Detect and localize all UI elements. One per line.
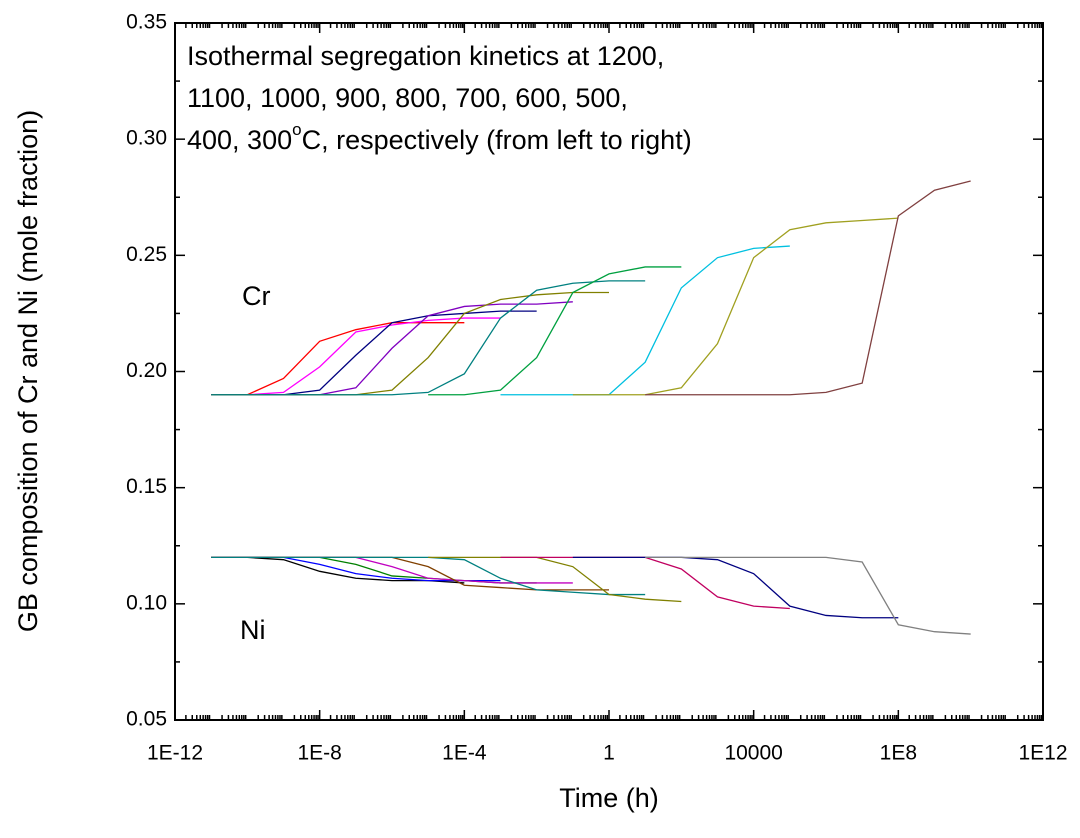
- annotation-part: 400, 300: [187, 125, 292, 155]
- series-label: Cr: [242, 281, 271, 311]
- data-line: [211, 301, 573, 396]
- y-axis-title: GB composition of Cr and Ni (mole fracti…: [13, 110, 43, 632]
- data-line: [211, 556, 609, 591]
- y-tick-label: 0.20: [126, 359, 167, 382]
- x-tick-label: 1E-4: [442, 742, 487, 765]
- series-label: Ni: [240, 615, 266, 645]
- data-line: [572, 556, 899, 619]
- y-tick-label: 0.15: [126, 475, 167, 498]
- annotation-superscript: o: [292, 120, 301, 139]
- annotation-part: C, respectively (from left to right): [302, 125, 692, 155]
- data-line: [211, 556, 573, 584]
- y-tick-label: 0.25: [126, 243, 167, 266]
- data-line: [211, 322, 465, 396]
- y-tick-label: 0.05: [126, 708, 167, 731]
- data-line: [428, 556, 682, 603]
- data-line: [211, 280, 646, 396]
- annotation: 1100, 1000, 900, 800, 700, 600, 500,: [187, 83, 628, 113]
- x-tick-label: 1E8: [880, 742, 917, 765]
- x-tick-label: 10000: [724, 742, 782, 765]
- data-line: [645, 180, 971, 396]
- data-line: [211, 317, 501, 396]
- y-tick-label: 0.35: [126, 11, 167, 34]
- data-line: [500, 245, 790, 396]
- x-tick-label: 1E12: [1018, 742, 1067, 765]
- annotation: Isothermal segregation kinetics at 1200,: [187, 41, 664, 71]
- x-tick-label: 1E-8: [297, 742, 341, 765]
- annotation: 400, 300oC, respectively (from left to r…: [187, 120, 692, 155]
- data-line: [572, 217, 899, 396]
- x-axis-title: Time (h): [559, 783, 659, 813]
- y-tick-label: 0.10: [126, 591, 167, 614]
- data-line: [645, 556, 971, 635]
- y-tick-label: 0.30: [126, 127, 167, 150]
- x-tick-label: 1E-12: [147, 742, 203, 765]
- x-tick-label: 1: [603, 742, 615, 765]
- data-line: [211, 291, 609, 396]
- data-line: [211, 310, 537, 396]
- data-line: [211, 556, 501, 582]
- data-line: [428, 266, 682, 396]
- data-line: [211, 556, 646, 596]
